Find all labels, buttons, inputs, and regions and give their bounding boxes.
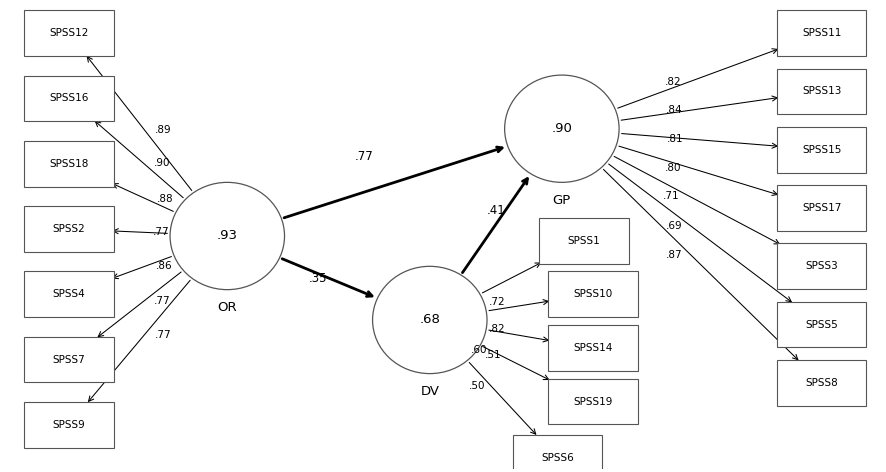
Text: SPSS5: SPSS5 xyxy=(805,320,838,329)
Text: .69: .69 xyxy=(665,221,682,231)
Text: .89: .89 xyxy=(155,125,172,135)
Ellipse shape xyxy=(373,266,487,374)
FancyBboxPatch shape xyxy=(777,185,867,231)
FancyBboxPatch shape xyxy=(777,127,867,173)
FancyBboxPatch shape xyxy=(24,402,113,448)
Text: SPSS14: SPSS14 xyxy=(573,343,612,353)
Text: SPSS15: SPSS15 xyxy=(802,145,842,155)
Text: SPSS18: SPSS18 xyxy=(49,159,89,169)
Text: .77: .77 xyxy=(155,330,172,340)
Text: SPSS2: SPSS2 xyxy=(52,224,85,234)
Text: .90: .90 xyxy=(154,158,171,168)
FancyBboxPatch shape xyxy=(24,76,113,121)
FancyBboxPatch shape xyxy=(548,325,638,371)
Text: SPSS9: SPSS9 xyxy=(52,420,85,430)
FancyBboxPatch shape xyxy=(777,68,867,114)
Text: .51: .51 xyxy=(486,350,502,360)
FancyBboxPatch shape xyxy=(777,360,867,406)
Text: .60: .60 xyxy=(471,346,488,355)
FancyBboxPatch shape xyxy=(539,218,629,263)
Text: .77: .77 xyxy=(354,150,373,163)
Text: .77: .77 xyxy=(153,228,170,237)
Text: SPSS11: SPSS11 xyxy=(802,28,842,38)
FancyBboxPatch shape xyxy=(777,244,867,289)
Text: .72: .72 xyxy=(489,297,506,307)
Text: SPSS13: SPSS13 xyxy=(802,86,842,96)
Text: .84: .84 xyxy=(666,105,683,115)
Text: SPSS7: SPSS7 xyxy=(52,354,85,364)
FancyBboxPatch shape xyxy=(513,435,602,472)
FancyBboxPatch shape xyxy=(548,379,638,424)
Text: .71: .71 xyxy=(664,191,680,201)
Text: .68: .68 xyxy=(419,313,440,327)
Ellipse shape xyxy=(170,182,284,290)
FancyBboxPatch shape xyxy=(24,206,113,252)
Text: .41: .41 xyxy=(486,204,505,217)
Text: SPSS4: SPSS4 xyxy=(52,289,85,299)
FancyBboxPatch shape xyxy=(24,10,113,56)
Text: .50: .50 xyxy=(469,381,486,391)
Text: .82: .82 xyxy=(489,324,506,334)
Text: .93: .93 xyxy=(217,229,237,243)
Text: .81: .81 xyxy=(666,134,683,144)
Text: .77: .77 xyxy=(154,296,171,306)
Text: .35: .35 xyxy=(308,272,327,286)
Text: DV: DV xyxy=(420,385,439,398)
Text: .86: .86 xyxy=(155,261,172,271)
Text: .87: .87 xyxy=(665,250,682,260)
FancyBboxPatch shape xyxy=(548,271,638,317)
Text: GP: GP xyxy=(553,194,571,207)
Text: .90: .90 xyxy=(551,122,572,135)
FancyBboxPatch shape xyxy=(777,10,867,56)
Text: .88: .88 xyxy=(157,194,173,204)
Text: SPSS12: SPSS12 xyxy=(49,28,89,38)
Text: SPSS6: SPSS6 xyxy=(541,453,574,463)
Text: SPSS8: SPSS8 xyxy=(805,378,838,388)
FancyBboxPatch shape xyxy=(24,337,113,382)
Text: .80: .80 xyxy=(665,163,681,173)
Text: OR: OR xyxy=(217,301,237,314)
Text: SPSS16: SPSS16 xyxy=(49,93,89,103)
Text: .82: .82 xyxy=(664,76,681,87)
Text: SPSS1: SPSS1 xyxy=(568,236,600,245)
Text: SPSS19: SPSS19 xyxy=(573,396,612,406)
FancyBboxPatch shape xyxy=(24,271,113,317)
Text: SPSS10: SPSS10 xyxy=(573,289,612,299)
FancyBboxPatch shape xyxy=(24,141,113,186)
FancyBboxPatch shape xyxy=(777,302,867,347)
Text: SPSS17: SPSS17 xyxy=(802,203,842,213)
Ellipse shape xyxy=(505,75,619,182)
Text: SPSS3: SPSS3 xyxy=(805,261,838,271)
